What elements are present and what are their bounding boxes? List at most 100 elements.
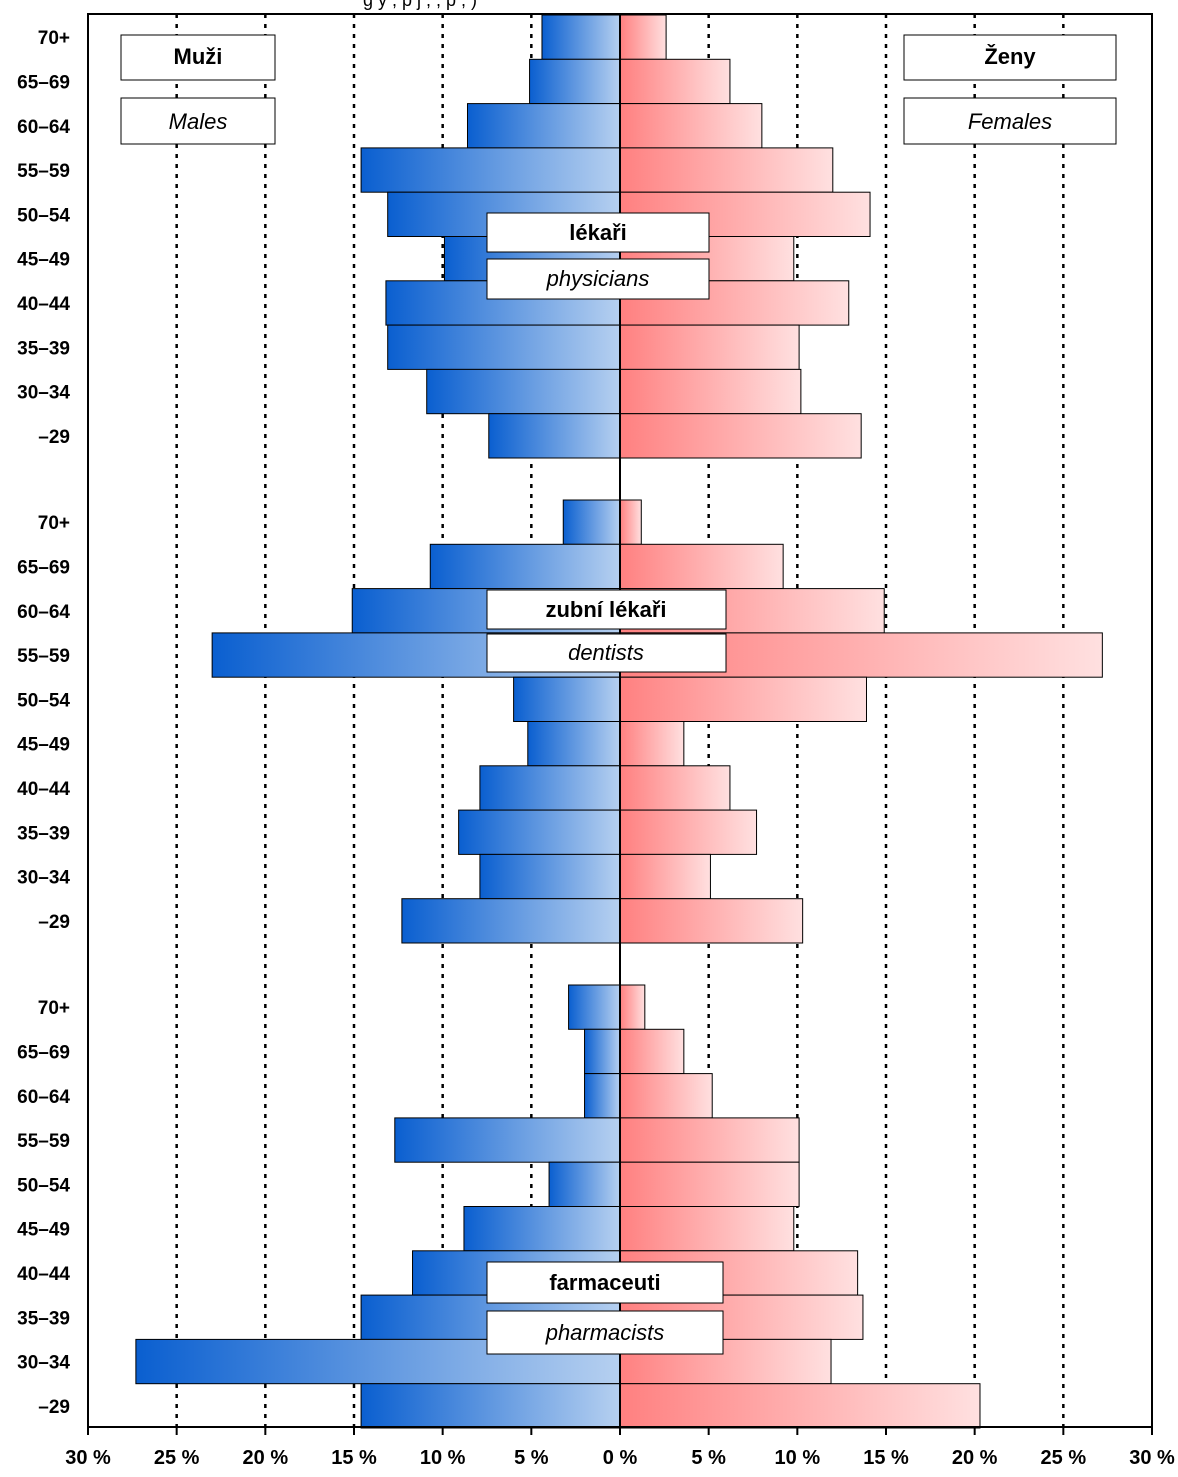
age-label: –29 xyxy=(38,427,70,448)
legend-females-en-text: Females xyxy=(968,109,1052,134)
bar-female xyxy=(619,499,642,545)
bar-female xyxy=(619,1028,685,1075)
age-label: 65–69 xyxy=(17,72,70,93)
age-label: –29 xyxy=(38,912,70,933)
x-tick-label: 15 % xyxy=(863,1447,909,1469)
age-label: 70+ xyxy=(38,998,70,1019)
panel-physicians-en: physicians xyxy=(546,266,650,291)
bar-female xyxy=(619,765,731,811)
legend-males-en-text: Males xyxy=(169,109,228,134)
x-tick-labels: 30 % 25 % 20 % 15 % 10 % 5 % 0 % 5 % 10 % 15 % 20 … xyxy=(65,1447,1175,1469)
bar-male xyxy=(562,499,621,545)
age-label: 55–59 xyxy=(17,646,70,667)
panel-subtitle-dentists: dentists xyxy=(486,633,727,673)
age-label: 70+ xyxy=(38,513,70,534)
header-fragment: g y , p j , , p , ) xyxy=(363,0,477,10)
bars-layer xyxy=(135,14,1103,1429)
bar-female xyxy=(619,413,862,459)
bar-male xyxy=(394,1117,621,1163)
bar-male xyxy=(360,147,621,193)
x-tick-label: 0 % xyxy=(603,1447,638,1469)
x-tick-label: 15 % xyxy=(331,1447,377,1469)
bar-male xyxy=(513,676,621,723)
age-label: 45–49 xyxy=(17,1220,70,1241)
panel-pharmacists-cz: farmaceuti xyxy=(549,1270,660,1295)
bar-male xyxy=(426,368,621,415)
bar-female xyxy=(619,1383,981,1429)
bar-female xyxy=(619,1161,800,1207)
bar-male xyxy=(401,898,621,944)
bar-female xyxy=(619,853,711,900)
bar-female xyxy=(619,809,758,855)
age-label: 30–34 xyxy=(17,868,70,889)
legend-females-cz-text: Ženy xyxy=(984,44,1036,69)
age-label: 65–69 xyxy=(17,557,70,578)
bar-female xyxy=(619,14,667,60)
bar-male xyxy=(458,809,621,855)
x-tick-label: 30 % xyxy=(65,1447,111,1469)
x-tick-label: 20 % xyxy=(952,1447,998,1469)
age-label: 35–39 xyxy=(17,823,70,844)
bar-female xyxy=(619,676,867,723)
bar-female xyxy=(619,368,802,415)
x-tick-label: 30 % xyxy=(1129,1447,1175,1469)
bar-female xyxy=(619,721,685,767)
age-label: 50–54 xyxy=(17,1175,70,1196)
age-label: 30–34 xyxy=(17,383,70,404)
bar-male xyxy=(568,984,621,1030)
legend-males-cz-text: Muži xyxy=(174,44,223,69)
panel-subtitle-physicians: physicians xyxy=(486,258,710,300)
bar-male xyxy=(360,1383,621,1429)
bar-male xyxy=(479,853,621,900)
age-label: 40–44 xyxy=(17,294,70,315)
legend-males-cz: Muži xyxy=(120,34,276,81)
age-label: 70+ xyxy=(38,28,70,49)
bar-male xyxy=(584,1028,621,1075)
age-label: 40–44 xyxy=(17,1264,70,1285)
bar-female xyxy=(619,1073,713,1119)
legend-females-cz: Ženy xyxy=(903,34,1117,81)
bar-male xyxy=(584,1073,621,1119)
age-label: –29 xyxy=(38,1397,70,1418)
age-label: 50–54 xyxy=(17,690,70,711)
age-label: 45–49 xyxy=(17,735,70,756)
bar-male xyxy=(488,413,621,459)
age-label: 40–44 xyxy=(17,779,70,800)
legend-females-en: Females xyxy=(903,97,1117,145)
bar-male xyxy=(387,324,621,370)
x-tick-label: 5 % xyxy=(691,1447,726,1469)
age-label: 35–39 xyxy=(17,1308,70,1329)
age-label: 60–64 xyxy=(17,602,70,623)
bar-female xyxy=(619,543,784,590)
panel-subtitle-pharmacists: pharmacists xyxy=(486,1310,724,1355)
bar-female xyxy=(619,1206,795,1252)
bar-female xyxy=(619,1117,800,1163)
bar-male xyxy=(429,543,621,590)
x-tick-label: 25 % xyxy=(154,1447,200,1469)
age-label: 65–69 xyxy=(17,1042,70,1063)
age-label: 50–54 xyxy=(17,205,70,226)
x-tick-label: 10 % xyxy=(420,1447,466,1469)
age-label: 55–59 xyxy=(17,161,70,182)
panel-title-physicians: lékaři xyxy=(486,212,710,253)
bar-male xyxy=(541,14,621,60)
panel-dentists-en: dentists xyxy=(568,640,644,665)
bar-female xyxy=(619,58,731,105)
age-label: 35–39 xyxy=(17,338,70,359)
bar-female xyxy=(619,324,800,370)
bar-male xyxy=(548,1161,621,1207)
x-tick-label: 20 % xyxy=(243,1447,289,1469)
x-tick-label: 25 % xyxy=(1041,1447,1087,1469)
x-tick-label: 10 % xyxy=(775,1447,821,1469)
panel-dentists-cz: zubní lékaři xyxy=(545,597,666,622)
bar-male xyxy=(479,765,621,811)
age-label: 55–59 xyxy=(17,1131,70,1152)
age-labels: 70+ 65–69 60–64 55–59 50–54 45–49 40–44 35–39 30… xyxy=(17,28,70,1418)
bar-male xyxy=(466,103,621,149)
panel-physicians-cz: lékaři xyxy=(569,220,627,245)
bar-female xyxy=(619,147,834,193)
bar-female xyxy=(619,898,804,944)
bar-male xyxy=(463,1206,621,1252)
bar-male xyxy=(529,58,621,105)
